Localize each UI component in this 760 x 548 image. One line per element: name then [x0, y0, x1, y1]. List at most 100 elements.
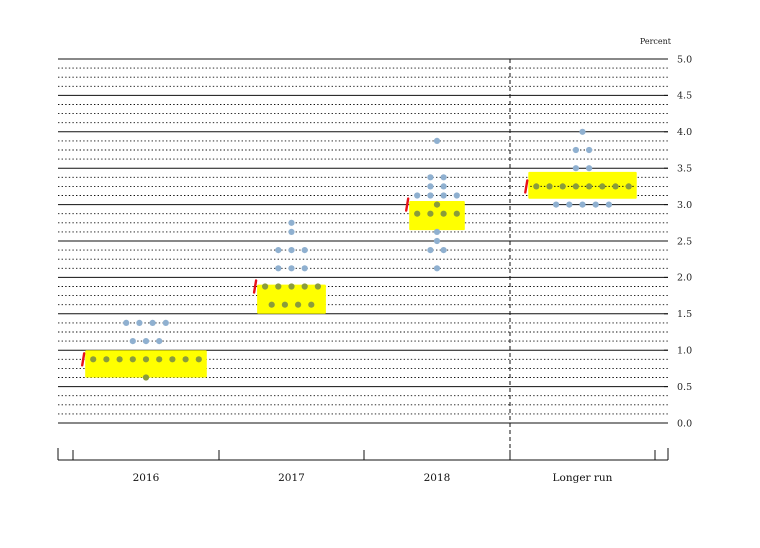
projection-dot	[440, 192, 447, 199]
projection-dot	[116, 356, 123, 363]
projection-dot	[301, 265, 308, 272]
category-label: 2018	[424, 472, 451, 484]
projection-dot	[414, 210, 421, 217]
projection-dots	[90, 128, 632, 381]
projection-dot	[440, 183, 447, 190]
red-marker	[80, 352, 86, 367]
projection-dot	[288, 247, 295, 254]
highlight-box	[257, 284, 326, 314]
y-tick-label: 1.0	[677, 346, 692, 357]
category-label: Longer run	[553, 472, 613, 484]
y-tick-label: 0.5	[677, 382, 692, 393]
projection-dot	[308, 301, 315, 308]
projection-dot	[586, 146, 593, 154]
projection-dot	[433, 201, 441, 208]
projection-dot	[275, 247, 282, 254]
projection-dot	[314, 283, 321, 290]
projection-dot	[433, 137, 441, 144]
highlight-boxes	[85, 171, 637, 378]
category-label: 2016	[133, 472, 160, 484]
highlight-box	[409, 200, 465, 231]
projection-dot	[453, 192, 460, 199]
projection-dot	[433, 237, 441, 245]
projection-dot	[553, 201, 560, 208]
projection-dot	[440, 174, 447, 181]
projection-dot	[288, 228, 295, 235]
projection-dot	[275, 265, 282, 272]
highlight-box	[85, 350, 207, 378]
projection-dot	[566, 201, 573, 208]
category-label: 2017	[278, 472, 305, 484]
y-tick-label: 5.0	[677, 54, 692, 65]
projection-dot	[427, 183, 434, 190]
projection-dot	[612, 183, 619, 190]
unit-label: Percent	[640, 37, 672, 46]
projection-dot	[90, 356, 97, 363]
projection-dot	[440, 210, 447, 217]
projection-dot	[288, 283, 295, 290]
y-tick-label: 1.5	[677, 309, 692, 320]
projection-dot	[592, 201, 599, 208]
projection-dot	[453, 210, 460, 217]
projection-dot	[136, 319, 143, 326]
red-marker	[524, 179, 529, 194]
projection-dot	[123, 319, 130, 326]
projection-dot	[129, 338, 136, 345]
projection-dot	[156, 356, 163, 363]
projection-dot	[195, 356, 202, 363]
y-axis: 0.0 0.5 1.0 1.5 2.0 2.5 3.0 3.5 4.0 4.5 5.0	[664, 54, 692, 429]
projection-dot	[182, 356, 189, 363]
projection-dot	[533, 183, 540, 190]
y-tick-label: 3.0	[677, 200, 692, 211]
projection-dot	[295, 301, 302, 308]
projection-dot	[427, 210, 434, 217]
projection-dot	[546, 183, 553, 190]
red-marker	[405, 197, 410, 212]
y-tick-label: 4.5	[677, 91, 692, 102]
projection-dot	[559, 183, 566, 190]
y-tick-label: 2.5	[677, 236, 692, 247]
projection-dot	[433, 265, 441, 272]
red-marker	[252, 279, 258, 294]
projection-dot	[427, 247, 434, 254]
projection-dot	[301, 283, 308, 290]
projection-dot	[156, 338, 163, 345]
projection-dot	[572, 183, 580, 190]
x-axis: 2016 2017 2018 Longer run	[57, 448, 669, 484]
projection-dot	[288, 265, 295, 272]
projection-dot	[275, 283, 282, 290]
projection-dot	[169, 356, 176, 363]
y-tick-label: 3.5	[677, 164, 692, 175]
grid-lines	[58, 58, 668, 460]
red-markers	[80, 179, 529, 367]
projection-dot	[414, 192, 421, 199]
projection-dot	[262, 283, 269, 290]
projection-dot	[599, 183, 606, 190]
projection-dot	[281, 301, 288, 308]
y-tick-label: 4.0	[677, 127, 692, 138]
projection-dot	[129, 356, 136, 363]
y-tick-label: 0.0	[677, 418, 692, 429]
projection-dot	[149, 319, 156, 326]
projection-dot	[572, 146, 580, 154]
projection-dot	[288, 219, 295, 226]
projection-dot	[605, 201, 613, 208]
projection-dot	[586, 183, 593, 190]
projection-dot	[268, 301, 275, 308]
projection-dot	[625, 183, 632, 190]
projection-dot	[142, 338, 150, 345]
projection-dot	[103, 356, 110, 363]
y-tick-label: 2.0	[677, 273, 692, 284]
projection-dot	[433, 228, 441, 235]
projection-dot	[572, 165, 580, 172]
projection-dot	[579, 128, 586, 135]
projection-dot	[162, 319, 169, 326]
projection-dot	[301, 247, 308, 254]
projection-dot	[427, 174, 434, 181]
projection-dot	[440, 247, 447, 254]
projection-dot	[142, 374, 150, 381]
projection-dot	[142, 356, 150, 363]
projection-dot	[427, 192, 434, 199]
highlight-box	[528, 171, 637, 199]
